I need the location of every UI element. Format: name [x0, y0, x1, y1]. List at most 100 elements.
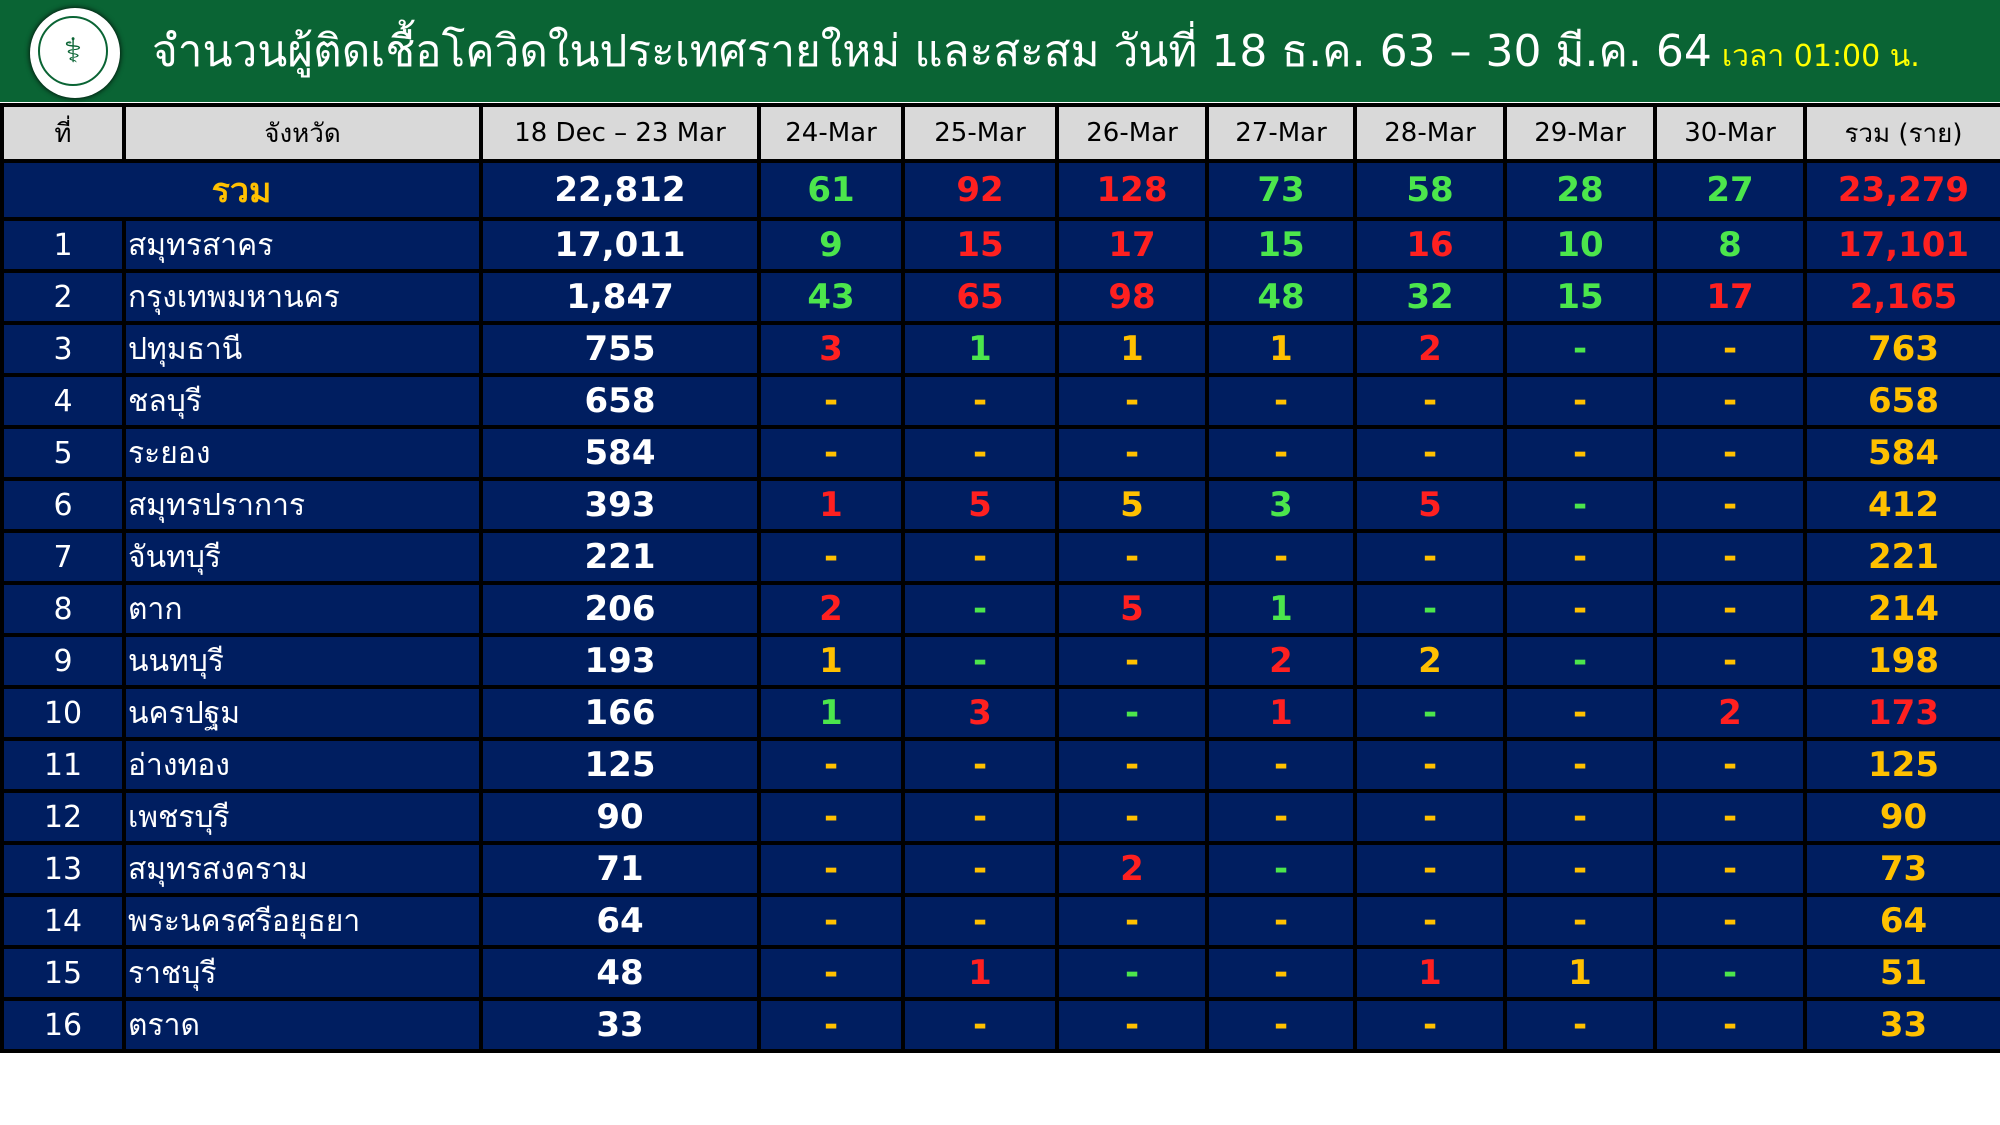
daily-count: -: [1205, 737, 1357, 793]
daily-count: -: [1503, 841, 1657, 897]
title-text: จำนวนผู้ติดเชื้อโควิดในประเทศรายใหม่ และ…: [152, 26, 1712, 77]
daily-count: -: [1205, 997, 1357, 1053]
column-header: ที่: [0, 103, 126, 163]
daily-count: 2: [757, 581, 905, 637]
daily-count: 5: [1055, 581, 1209, 637]
daily-count: -: [1055, 373, 1209, 429]
daily-count: -: [1503, 685, 1657, 741]
row-total: 64: [1803, 893, 2000, 949]
base-count: 1,847: [479, 269, 761, 325]
daily-count: -: [1055, 945, 1209, 1001]
daily-total: 28: [1503, 159, 1657, 221]
table-row: 2 กรุงเทพมหานคร 1,847 43 65 98 48 32 15 17 2,165: [0, 269, 2000, 325]
table-row: 6 สมุทรปราการ 393 1 5 5 3 5- -412: [0, 477, 2000, 533]
daily-count: -: [1653, 737, 1807, 793]
base-count: 393: [479, 477, 761, 533]
header-row: ที่ จังหวัด 18 Dec – 23 Mar 24-Mar 25-Mar 26-…: [0, 103, 2000, 163]
daily-count: -: [1055, 789, 1209, 845]
daily-total: 92: [901, 159, 1059, 221]
province-name: สมุทรสาคร: [122, 217, 483, 273]
daily-count: 3: [757, 321, 905, 377]
daily-count: 3: [901, 685, 1059, 741]
row-number: 1: [0, 217, 126, 273]
province-name: ชลบุรี: [122, 373, 483, 429]
base-count: 166: [479, 685, 761, 741]
daily-count: -: [1353, 373, 1507, 429]
daily-count: -: [757, 841, 905, 897]
total-row: รวม 22,812 61 92 128 73 58 28 27 23,279: [0, 159, 2000, 221]
daily-count: -: [1503, 425, 1657, 481]
row-number: 15: [0, 945, 126, 1001]
daily-count: -: [1055, 425, 1209, 481]
daily-count: 98: [1055, 269, 1209, 325]
base-count: 755: [479, 321, 761, 377]
column-header: 30-Mar: [1653, 103, 1807, 163]
table-row: 13 สมุทรสงคราม 71- -2- - - -73: [0, 841, 2000, 897]
daily-count: -: [901, 841, 1059, 897]
column-header: รวม (ราย): [1803, 103, 2000, 163]
daily-count: 2: [1653, 685, 1807, 741]
daily-count: 65: [901, 269, 1059, 325]
daily-count: -: [1653, 945, 1807, 1001]
row-total: 221: [1803, 529, 2000, 585]
column-header: 24-Mar: [757, 103, 905, 163]
base-total: 22,812: [479, 159, 761, 221]
column-header: 27-Mar: [1205, 103, 1357, 163]
daily-count: -: [1653, 425, 1807, 481]
base-count: 17,011: [479, 217, 761, 273]
row-total: 412: [1803, 477, 2000, 533]
daily-count: -: [757, 945, 905, 1001]
daily-count: -: [1205, 425, 1357, 481]
base-count: 206: [479, 581, 761, 637]
table-row: 11 อ่างทอง 125- - - - - - -125: [0, 737, 2000, 793]
daily-count: -: [901, 737, 1059, 793]
daily-count: -: [1503, 581, 1657, 637]
table-row: 1 สมุทรสาคร 17,011 9 15 17 15 16 10 8 17,101: [0, 217, 2000, 273]
daily-count: 15: [901, 217, 1059, 273]
daily-count: -: [1653, 893, 1807, 949]
daily-count: 5: [1353, 477, 1507, 533]
daily-count: -: [1353, 789, 1507, 845]
table-row: 12 เพชรบุรี 90- - - - - - -90: [0, 789, 2000, 845]
daily-count: 15: [1205, 217, 1357, 273]
province-name: สมุทรปราการ: [122, 477, 483, 533]
daily-count: 5: [1055, 477, 1209, 533]
province-name: ราชบุรี: [122, 945, 483, 1001]
column-header: 18 Dec – 23 Mar: [479, 103, 761, 163]
daily-count: -: [757, 997, 905, 1053]
row-number: 8: [0, 581, 126, 637]
table-row: 3 ปทุมธานี 755 3 1 1 1 2- -763: [0, 321, 2000, 377]
daily-count: -: [757, 737, 905, 793]
row-number: 16: [0, 997, 126, 1053]
row-total: 214: [1803, 581, 2000, 637]
daily-count: -: [1503, 633, 1657, 689]
daily-count: -: [901, 997, 1059, 1053]
base-count: 48: [479, 945, 761, 1001]
column-header: 26-Mar: [1055, 103, 1209, 163]
row-number: 9: [0, 633, 126, 689]
table-row: 8 ตาก 206 2-5 1- - -214: [0, 581, 2000, 637]
daily-count: 1: [757, 477, 905, 533]
daily-count: -: [1653, 373, 1807, 429]
province-name: ระยอง: [122, 425, 483, 481]
daily-count: -: [1653, 529, 1807, 585]
ministry-logo: ⚕: [30, 8, 120, 98]
row-total: 73: [1803, 841, 2000, 897]
row-number: 2: [0, 269, 126, 325]
daily-count: -: [1055, 997, 1209, 1053]
daily-count: -: [1653, 321, 1807, 377]
province-name: เพชรบุรี: [122, 789, 483, 845]
column-header: 29-Mar: [1503, 103, 1657, 163]
daily-count: -: [1205, 841, 1357, 897]
province-name: ตาก: [122, 581, 483, 637]
daily-count: -: [1503, 373, 1657, 429]
update-time: เวลา 01:00 น.: [1721, 39, 1920, 74]
daily-count: -: [757, 529, 905, 585]
daily-count: 1: [1205, 321, 1357, 377]
daily-count: -: [1353, 893, 1507, 949]
daily-count: -: [757, 789, 905, 845]
base-count: 125: [479, 737, 761, 793]
row-number: 13: [0, 841, 126, 897]
daily-count: -: [901, 789, 1059, 845]
row-number: 7: [0, 529, 126, 585]
